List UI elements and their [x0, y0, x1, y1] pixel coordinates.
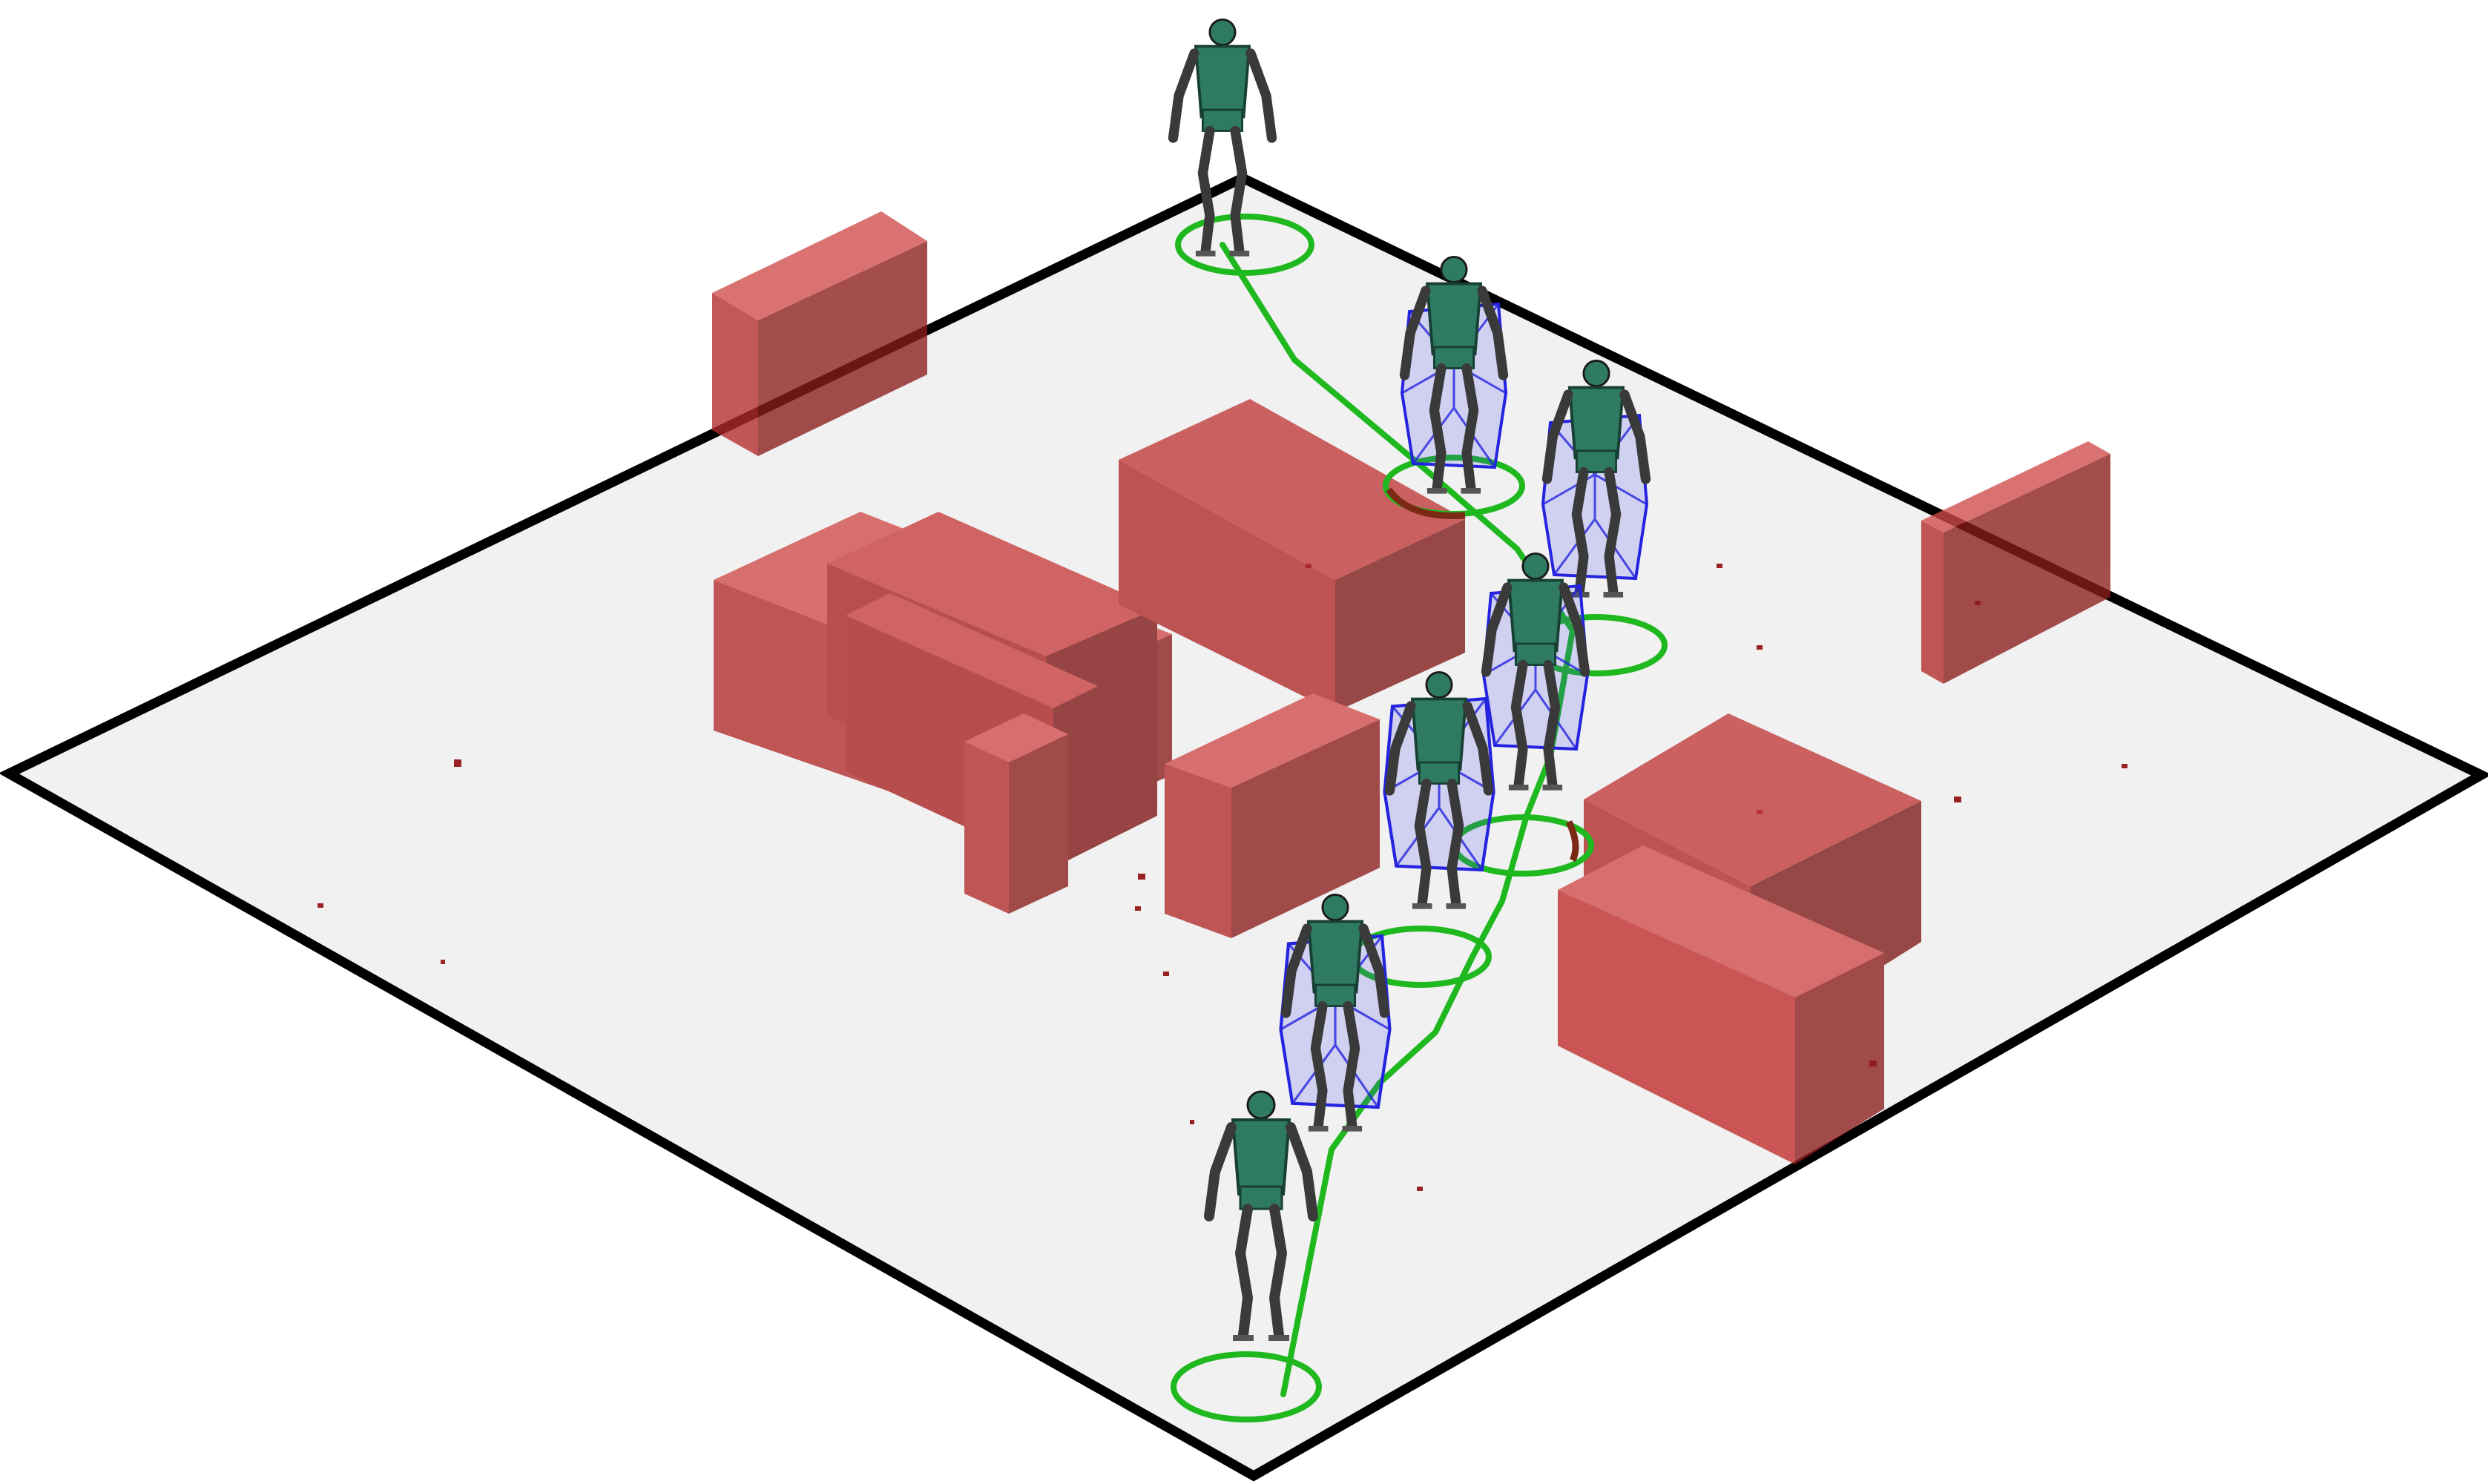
obstacles [712, 211, 2110, 1164]
obstacle-box [712, 211, 927, 456]
waypoint-ring [1171, 1351, 1322, 1422]
obstacle-box [1165, 693, 1380, 938]
ring-shadows [1386, 487, 1579, 863]
obstacle-box [1119, 399, 1465, 712]
obstacle-box [1921, 441, 2110, 684]
waypoint-ring [1175, 214, 1314, 276]
obstacle-box [1558, 845, 1884, 1164]
obstacle-box [964, 713, 1068, 914]
